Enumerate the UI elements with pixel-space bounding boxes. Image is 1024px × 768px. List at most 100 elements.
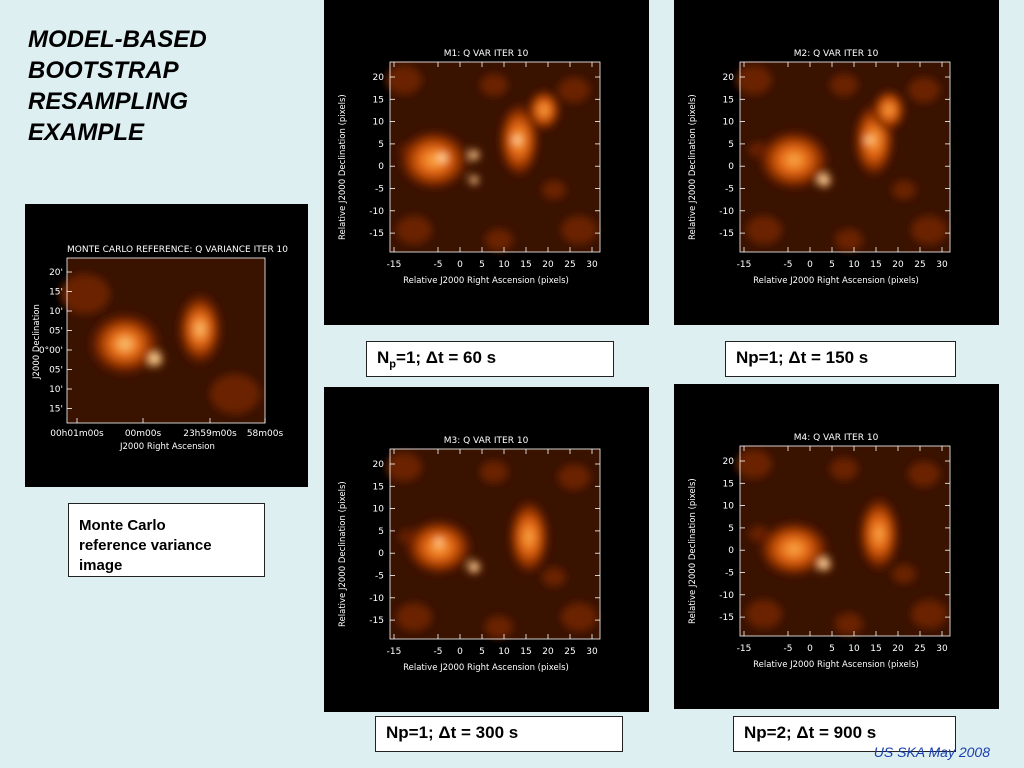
reference-ytick: -0°00' — [36, 346, 63, 356]
caption-m4: Np=2; Δt = 900 s — [733, 716, 956, 752]
reference-ytick: 20' — [49, 268, 63, 278]
xlabel: Relative J2000 Right Ascension (pixels) — [403, 663, 569, 673]
reference-xtick: 23h59m00s — [183, 429, 237, 439]
xtick-label: 20 — [892, 644, 904, 654]
xtick-label: 30 — [936, 260, 948, 270]
ytick-label: 15 — [373, 482, 384, 492]
xtick-label: -5 — [434, 647, 443, 657]
ytick-label: 10 — [723, 502, 735, 512]
ytick-label: 15 — [723, 95, 734, 105]
ytick-label: 0 — [378, 162, 384, 172]
xtick-label: 10 — [498, 260, 510, 270]
panel-m1-image: M1: Q VAR ITER 10 20 15 10 5 0 -5 -10 -15 -15 -5 0 5… — [338, 49, 601, 286]
reference-ytick: 10' — [49, 385, 63, 395]
ytick-label: 15 — [723, 479, 734, 489]
ytick-label: 20 — [723, 457, 735, 467]
caption-m3: Np=1; Δt = 300 s — [375, 716, 623, 752]
reference-ytick: 05' — [49, 327, 63, 337]
xlabel: Relative J2000 Right Ascension (pixels) — [403, 276, 569, 286]
reference-ytick: 15' — [49, 288, 63, 298]
ytick-label: 5 — [728, 524, 734, 534]
xlabel: Relative J2000 Right Ascension (pixels) — [753, 276, 919, 286]
caption-m1: Np=1; Δt = 60 s — [366, 341, 614, 377]
xtick-label: -15 — [737, 260, 752, 270]
xtick-label: 5 — [479, 260, 485, 270]
xtick-label: 15 — [520, 260, 531, 270]
ylabel: Relative J2000 Declination (pixels) — [338, 481, 348, 627]
reference-ytick: 05' — [49, 366, 63, 376]
panel-title: M2: Q VAR ITER 10 — [794, 49, 879, 59]
reference-xtick: 58m00s — [247, 429, 284, 439]
xtick-label: -15 — [737, 644, 752, 654]
xtick-label: 10 — [848, 260, 860, 270]
mc-caption: Monte Carlo reference variance image — [68, 503, 265, 577]
xlabel: Relative J2000 Right Ascension (pixels) — [753, 660, 919, 670]
ytick-label: 10 — [373, 505, 385, 515]
xtick-label: -5 — [434, 260, 443, 270]
reference-ytick: 10' — [49, 307, 63, 317]
panel-m3-image: M3: Q VAR ITER 10 20 15 10 5 0 -5 -10 -15 -15 -5 0 5… — [338, 436, 601, 673]
ytick-label: -15 — [369, 229, 384, 239]
panel-title: M3: Q VAR ITER 10 — [444, 436, 529, 446]
ytick-label: -15 — [719, 229, 734, 239]
reference-ylabel: J2000 Declination — [32, 304, 42, 380]
caption-m1-rest: =1; Δt = 60 s — [396, 348, 497, 367]
xtick-label: 0 — [807, 644, 813, 654]
ytick-label: -10 — [369, 594, 384, 604]
xtick-label: 20 — [542, 260, 554, 270]
xtick-label: 25 — [564, 260, 575, 270]
ytick-label: -5 — [725, 185, 734, 195]
xtick-label: 0 — [457, 647, 463, 657]
ytick-label: 0 — [728, 546, 734, 556]
xtick-label: 10 — [498, 647, 510, 657]
xtick-label: 5 — [829, 644, 835, 654]
reference-title: MONTE CARLO REFERENCE: Q VARIANCE ITER 1… — [67, 245, 288, 255]
xtick-label: 15 — [870, 260, 881, 270]
footer-text: US SKA May 2008 — [873, 744, 990, 760]
xtick-label: 5 — [479, 647, 485, 657]
ytick-label: -10 — [369, 207, 384, 217]
panel-m4: M4: Q VAR ITER 10 20 15 10 5 0 -5 -10 -15 -15 -5 0 5… — [674, 384, 999, 709]
xtick-label: 25 — [914, 644, 925, 654]
slide-title: MODEL-BASED BOOTSTRAP RESAMPLING EXAMPLE — [28, 26, 207, 146]
xtick-label: 25 — [564, 647, 575, 657]
ytick-label: -5 — [375, 572, 384, 582]
xtick-label: 25 — [914, 260, 925, 270]
ytick-label: -5 — [375, 185, 384, 195]
xtick-label: 15 — [870, 644, 881, 654]
caption-m2: Np=1; Δt = 150 s — [725, 341, 956, 377]
panel-m2: M2: Q VAR ITER 10 20 15 10 5 0 -5 -10 -15 -15 -5 0 5… — [674, 0, 999, 325]
xtick-label: -5 — [784, 644, 793, 654]
ytick-label: 5 — [378, 527, 384, 537]
xtick-label: 20 — [892, 260, 904, 270]
xtick-label: -15 — [387, 260, 402, 270]
xtick-label: 20 — [542, 647, 554, 657]
ytick-label: 20 — [373, 460, 385, 470]
xtick-label: 0 — [457, 260, 463, 270]
ytick-label: 10 — [373, 118, 385, 128]
xtick-label: 30 — [586, 260, 598, 270]
xtick-label: 15 — [520, 647, 531, 657]
ytick-label: 0 — [378, 549, 384, 559]
ytick-label: 5 — [728, 140, 734, 150]
reference-xtick: 00h01m00s — [50, 429, 104, 439]
xtick-label: 5 — [829, 260, 835, 270]
panel-m3: M3: Q VAR ITER 10 20 15 10 5 0 -5 -10 -15 -15 -5 0 5… — [324, 387, 649, 712]
ytick-label: 5 — [378, 140, 384, 150]
xtick-label: 30 — [586, 647, 598, 657]
panel-m4-image: M4: Q VAR ITER 10 20 15 10 5 0 -5 -10 -15 -15 -5 0 5… — [688, 433, 951, 670]
ytick-label: -5 — [725, 569, 734, 579]
ylabel: Relative J2000 Declination (pixels) — [338, 94, 348, 240]
ytick-label: -15 — [719, 613, 734, 623]
panel-title: M4: Q VAR ITER 10 — [794, 433, 879, 443]
ytick-label: 0 — [728, 162, 734, 172]
xtick-label: 30 — [936, 644, 948, 654]
panel-m1: M1: Q VAR ITER 10 20 15 10 5 0 -5 -10 -15 -15 -5 0 5… — [324, 0, 649, 325]
caption-m1-sub: p — [389, 358, 397, 371]
ytick-label: 20 — [723, 73, 735, 83]
reference-ytick: 15' — [49, 405, 63, 415]
ytick-label: -10 — [719, 591, 734, 601]
ytick-label: 15 — [373, 95, 384, 105]
reference-xlabel: J2000 Right Ascension — [119, 442, 215, 452]
ylabel: Relative J2000 Declination (pixels) — [688, 94, 698, 240]
